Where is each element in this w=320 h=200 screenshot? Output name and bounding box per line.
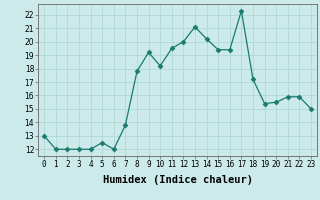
X-axis label: Humidex (Indice chaleur): Humidex (Indice chaleur) (103, 175, 252, 185)
